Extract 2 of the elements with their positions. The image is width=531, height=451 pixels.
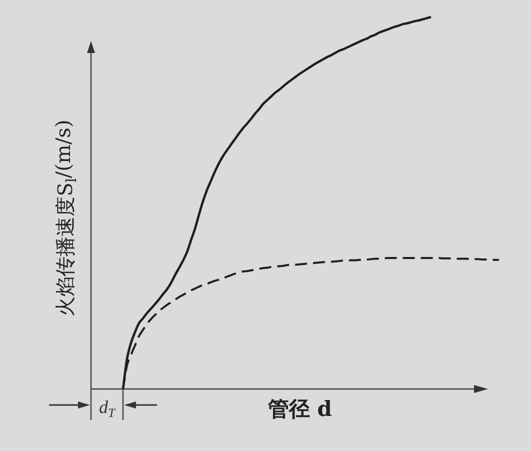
text: d$_{T}$: [98, 397, 116, 420]
x-axis-title: 管径 d: [267, 396, 332, 421]
